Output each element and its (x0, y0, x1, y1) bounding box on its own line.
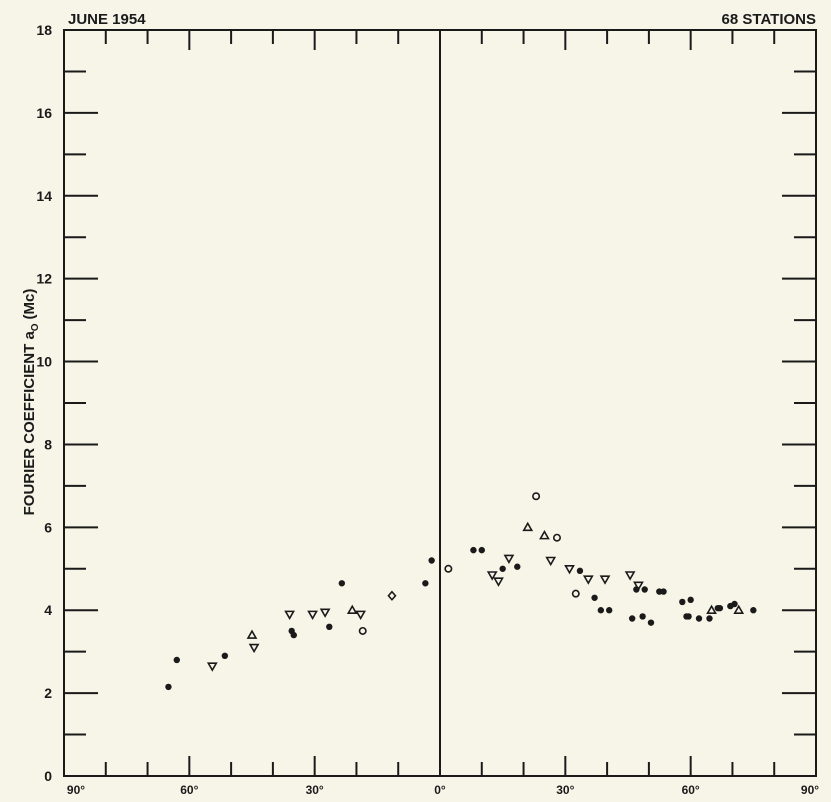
y-axis-label-subscript: O (30, 323, 41, 331)
y-tick-label: 18 (36, 22, 52, 38)
y-tick-label: 8 (44, 436, 52, 452)
data-point-filled (591, 594, 598, 601)
x-tick-label: 60° (180, 783, 198, 797)
data-point-filled (428, 557, 435, 564)
data-point-triangle-up (733, 604, 745, 615)
y-tick-label: 4 (44, 602, 52, 618)
data-point-filled (639, 613, 646, 620)
data-point-filled (641, 586, 648, 593)
x-tick-label: 0° (434, 783, 446, 797)
data-point-triangle-down (545, 556, 557, 567)
y-tick-label: 6 (44, 519, 52, 535)
data-point-triangle-up (246, 629, 258, 639)
x-tick-label: 30° (556, 783, 574, 797)
chart-title-left: JUNE 1954 (68, 11, 146, 28)
data-point-triangle-down (319, 608, 331, 618)
data-point-filled (750, 607, 757, 614)
data-points (165, 492, 757, 691)
axis-ticks (63, 29, 817, 777)
data-point-triangle-down (284, 610, 295, 620)
data-point-filled (478, 546, 485, 554)
data-point-filled (290, 631, 297, 639)
data-point-filled (606, 607, 613, 614)
data-point-triangle-down (633, 581, 644, 591)
data-point-open-circle (571, 589, 580, 598)
data-point-filled (628, 615, 636, 622)
data-point-open-circle (532, 492, 541, 501)
y-tick-label: 2 (44, 685, 52, 701)
data-point-triangle-up (522, 521, 534, 532)
data-point-open-circle (444, 564, 453, 573)
data-point-filled (422, 580, 429, 587)
data-point-triangle-down (248, 643, 260, 654)
data-point-filled (660, 588, 667, 595)
data-point-filled (576, 567, 584, 575)
y-tick-label: 16 (36, 105, 52, 121)
data-point-triangle-down (493, 577, 504, 587)
x-tick-label: 90° (801, 783, 819, 797)
data-point-filled (731, 600, 738, 608)
data-point-triangle-down (486, 571, 498, 581)
data-point-filled (514, 563, 521, 570)
data-point-triangle-down (582, 575, 594, 585)
data-point-filled (706, 615, 713, 622)
data-point-filled (165, 683, 172, 691)
data-point-triangle-up (539, 530, 550, 540)
y-tick-label: 0 (44, 768, 52, 784)
y-axis-label-main: FOURIER COEFFICIENT a (21, 331, 38, 516)
data-point-filled (695, 615, 703, 622)
data-point-diamond (387, 590, 397, 601)
data-point-filled (326, 623, 333, 630)
y-axis-label: FOURIER COEFFICIENT aO (Mc) (21, 289, 41, 516)
data-point-triangle-up (346, 604, 358, 615)
data-point-triangle-down (624, 571, 636, 581)
y-tick-label: 10 (36, 354, 52, 370)
data-point-filled (716, 604, 724, 612)
x-tick-label: 30° (306, 783, 324, 797)
data-point-filled (647, 619, 655, 626)
x-tick-label: 60° (682, 783, 700, 797)
data-point-filled (173, 656, 180, 664)
data-point-filled (597, 607, 605, 614)
y-tick-label: 14 (36, 188, 52, 204)
data-point-filled (499, 565, 506, 572)
data-point-triangle-down (503, 554, 515, 565)
data-point-filled (338, 580, 346, 587)
data-point-triangle-down (307, 610, 318, 620)
data-point-triangle-up (706, 604, 717, 615)
x-tick-label: 90° (67, 783, 85, 797)
plot-frame (63, 29, 817, 777)
data-point-triangle-down (355, 610, 367, 620)
tick-labels: 0 2 4 6 8 10 12 14 16 18 90° 60° 30° 0° 30° 60° 90° (36, 22, 819, 797)
data-point-triangle-down (599, 575, 611, 585)
data-point-filled (687, 596, 694, 604)
chart-title-right: 68 STATIONS (722, 11, 816, 28)
data-point-filled (221, 652, 229, 660)
data-point-triangle-down (564, 564, 575, 575)
data-point-open-circle (552, 533, 561, 542)
data-point-triangle-down (206, 662, 218, 672)
y-axis-label-unit: (Mc) (21, 289, 38, 320)
data-point-filled (679, 598, 686, 606)
data-point-open-circle (358, 626, 367, 635)
data-point-filled (685, 613, 692, 620)
y-tick-label: 12 (36, 271, 52, 287)
data-point-filled (470, 546, 477, 554)
